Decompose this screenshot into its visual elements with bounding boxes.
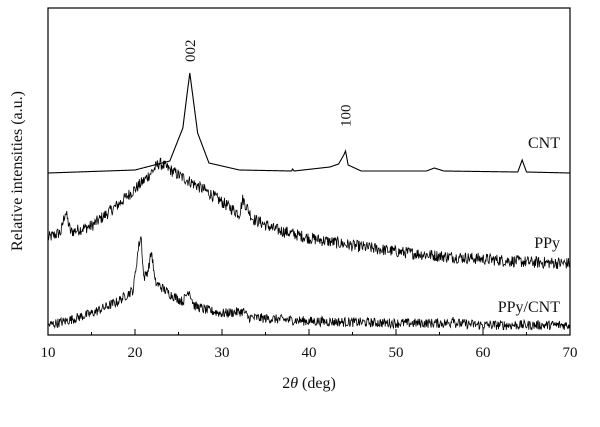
x-axis-title-suffix: (deg) [298, 375, 336, 392]
x-tick-label: 60 [476, 345, 491, 361]
x-axis-title-symbol: θ [290, 375, 298, 392]
peak-label-100: 100 [339, 105, 355, 128]
x-tick-label: 30 [215, 345, 230, 361]
x-ticks: 10 20 30 40 50 60 70 [41, 329, 578, 361]
series-label-ppy-cnt: PPy/CNT [498, 299, 560, 316]
series-label-ppy: PPy [534, 235, 560, 252]
x-axis-title: 2θ (deg) [282, 375, 336, 392]
x-tick-label: 20 [128, 345, 143, 361]
series-layer [47, 72, 571, 331]
series-label-cnt: CNT [528, 135, 560, 152]
x-tick-label: 10 [41, 345, 56, 361]
peak-label-002: 002 [183, 40, 199, 63]
series-line-ppy-cnt [47, 236, 571, 331]
labels: CNT PPy PPy/CNT 002 100 [183, 40, 560, 317]
series-line-cnt [47, 72, 571, 174]
x-axis-title-prefix: 2 [282, 375, 290, 392]
y-axis-title: Relative intensities (a.u.) [9, 91, 26, 251]
x-tick-label: 50 [389, 345, 404, 361]
x-tick-label: 70 [563, 345, 578, 361]
x-tick-label: 40 [302, 345, 317, 361]
series-line-ppy [47, 157, 571, 270]
